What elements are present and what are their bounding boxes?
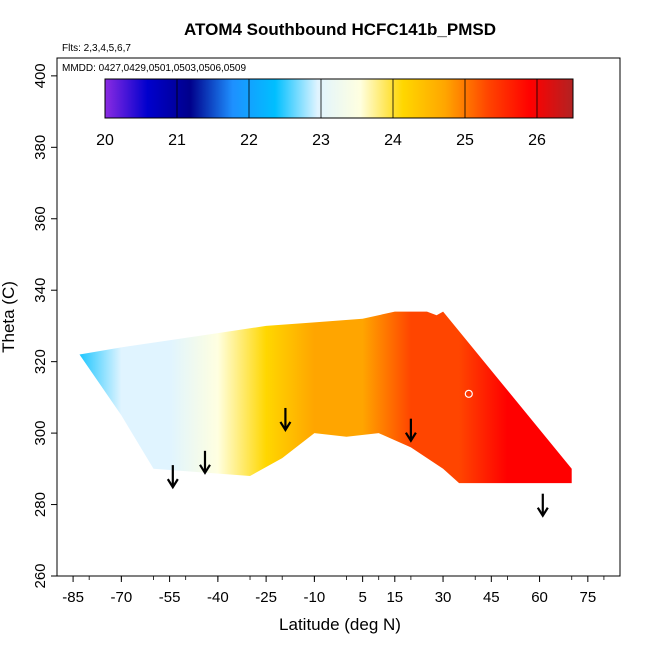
- y-axis: 260 280 300 320 340 360 380 400: [32, 63, 57, 589]
- x-tick-label: -25: [255, 589, 277, 606]
- x-tick-label: 30: [435, 589, 452, 606]
- flights-note: Flts: 2,3,4,5,6,7: [62, 43, 131, 54]
- arrow-head: [279, 421, 292, 433]
- plot-frame: [56, 57, 621, 577]
- profile-arrow: [404, 418, 417, 443]
- arrow-head: [404, 432, 417, 443]
- profile-arrows: [166, 407, 549, 518]
- y-tick-label: 280: [32, 492, 49, 517]
- x-tick-label: 75: [579, 589, 596, 606]
- colorbar-tick-label: 26: [528, 132, 546, 149]
- profile-arrow: [199, 450, 211, 475]
- field-area: [79, 311, 572, 484]
- x-tick-label: -70: [110, 589, 132, 606]
- colorbar-tick-label: 25: [456, 132, 474, 149]
- y-axis-label: Theta (C): [0, 281, 18, 353]
- y-tick-label: 400: [32, 63, 49, 88]
- profile-arrow: [166, 465, 179, 490]
- arrow-head: [199, 464, 211, 475]
- colorbar-tick-label: 23: [312, 132, 330, 149]
- y-tick-label: 340: [32, 278, 49, 303]
- colorbar: 20 21 22 23 24 25 26: [96, 78, 574, 149]
- arrow-head: [166, 478, 179, 490]
- sample-marker: [464, 389, 473, 398]
- dates-note: MMDD: 0427,0429,0501,0503,0506,0509: [62, 63, 246, 74]
- heatmap-field: [79, 311, 572, 484]
- x-tick-label: -85: [62, 589, 84, 606]
- x-tick-label: 15: [386, 589, 403, 606]
- y-tick-label: 360: [32, 206, 49, 231]
- x-axis-label: Latitude (deg N): [279, 615, 401, 634]
- x-tick-label: 5: [358, 589, 366, 606]
- colorbar-tick-label: 24: [384, 132, 402, 149]
- colorbar-tick-label: 22: [240, 132, 258, 149]
- chart-title: ATOM4 Southbound HCFC141b_PMSD: [184, 20, 496, 39]
- y-tick-label: 380: [32, 135, 49, 160]
- colorbar-tick-label: 21: [168, 132, 186, 149]
- x-tick-label: 45: [483, 589, 500, 606]
- x-tick-label: -40: [207, 589, 229, 606]
- y-tick-label: 320: [32, 349, 49, 374]
- x-tick-label: -10: [304, 589, 326, 606]
- colorbar-scale: [104, 78, 574, 119]
- profile-arrow: [536, 493, 549, 518]
- colorbar-tick-label: 20: [96, 132, 114, 149]
- y-tick-label: 260: [32, 563, 49, 588]
- y-tick-label: 300: [32, 421, 49, 446]
- x-axis: -85 -70 -55 -40 -25 -10 5 15 30 45 60 75: [62, 576, 605, 606]
- x-tick-label: 60: [531, 589, 548, 606]
- profile-arrow: [279, 407, 292, 433]
- arrow-head: [536, 507, 549, 518]
- x-tick-label: -55: [159, 589, 181, 606]
